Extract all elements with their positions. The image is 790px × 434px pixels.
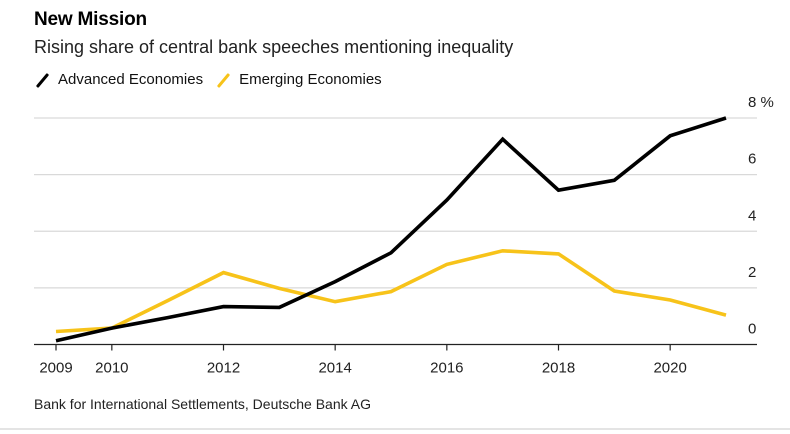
y-tick-label: 4 bbox=[748, 207, 756, 224]
y-tick-label: 2 bbox=[748, 264, 756, 281]
series-line-emerging-economies bbox=[55, 248, 727, 334]
y-tick-label: 6 bbox=[748, 151, 756, 168]
y-tick-label: 8 % bbox=[748, 94, 774, 111]
x-tick-label: 2016 bbox=[430, 360, 463, 377]
bottom-divider bbox=[0, 428, 790, 430]
x-tick-label: 2010 bbox=[95, 360, 128, 377]
series-lines bbox=[55, 116, 727, 343]
x-axis: 2009 2010 2012 2014 2016 2018 2020 bbox=[34, 343, 757, 377]
chart-subtitle: Rising share of central bank speeches me… bbox=[34, 37, 514, 57]
legend-label-advanced: Advanced Economies bbox=[58, 71, 204, 88]
gridlines bbox=[34, 117, 757, 289]
y-tick-label: 0 bbox=[748, 321, 756, 338]
series-line-advanced-economies bbox=[55, 116, 727, 343]
legend: Advanced Economies Emerging Economies bbox=[34, 71, 394, 88]
x-tick-label: 2014 bbox=[318, 360, 351, 377]
chart-title: New Mission bbox=[34, 9, 147, 30]
source-note: Bank for International Settlements, Deut… bbox=[34, 396, 371, 412]
legend-label-emerging: Emerging Economies bbox=[239, 71, 382, 88]
x-tick-label: 2009 bbox=[39, 360, 72, 377]
x-tick-label: 2020 bbox=[653, 360, 686, 377]
x-tick-label: 2018 bbox=[542, 360, 575, 377]
x-tick-label: 2012 bbox=[207, 360, 240, 377]
y-axis-labels: 0 2 4 6 8 % bbox=[748, 94, 774, 338]
legend-item-advanced: Advanced Economies bbox=[34, 71, 203, 88]
legend-item-emerging: Emerging Economies bbox=[215, 71, 382, 88]
